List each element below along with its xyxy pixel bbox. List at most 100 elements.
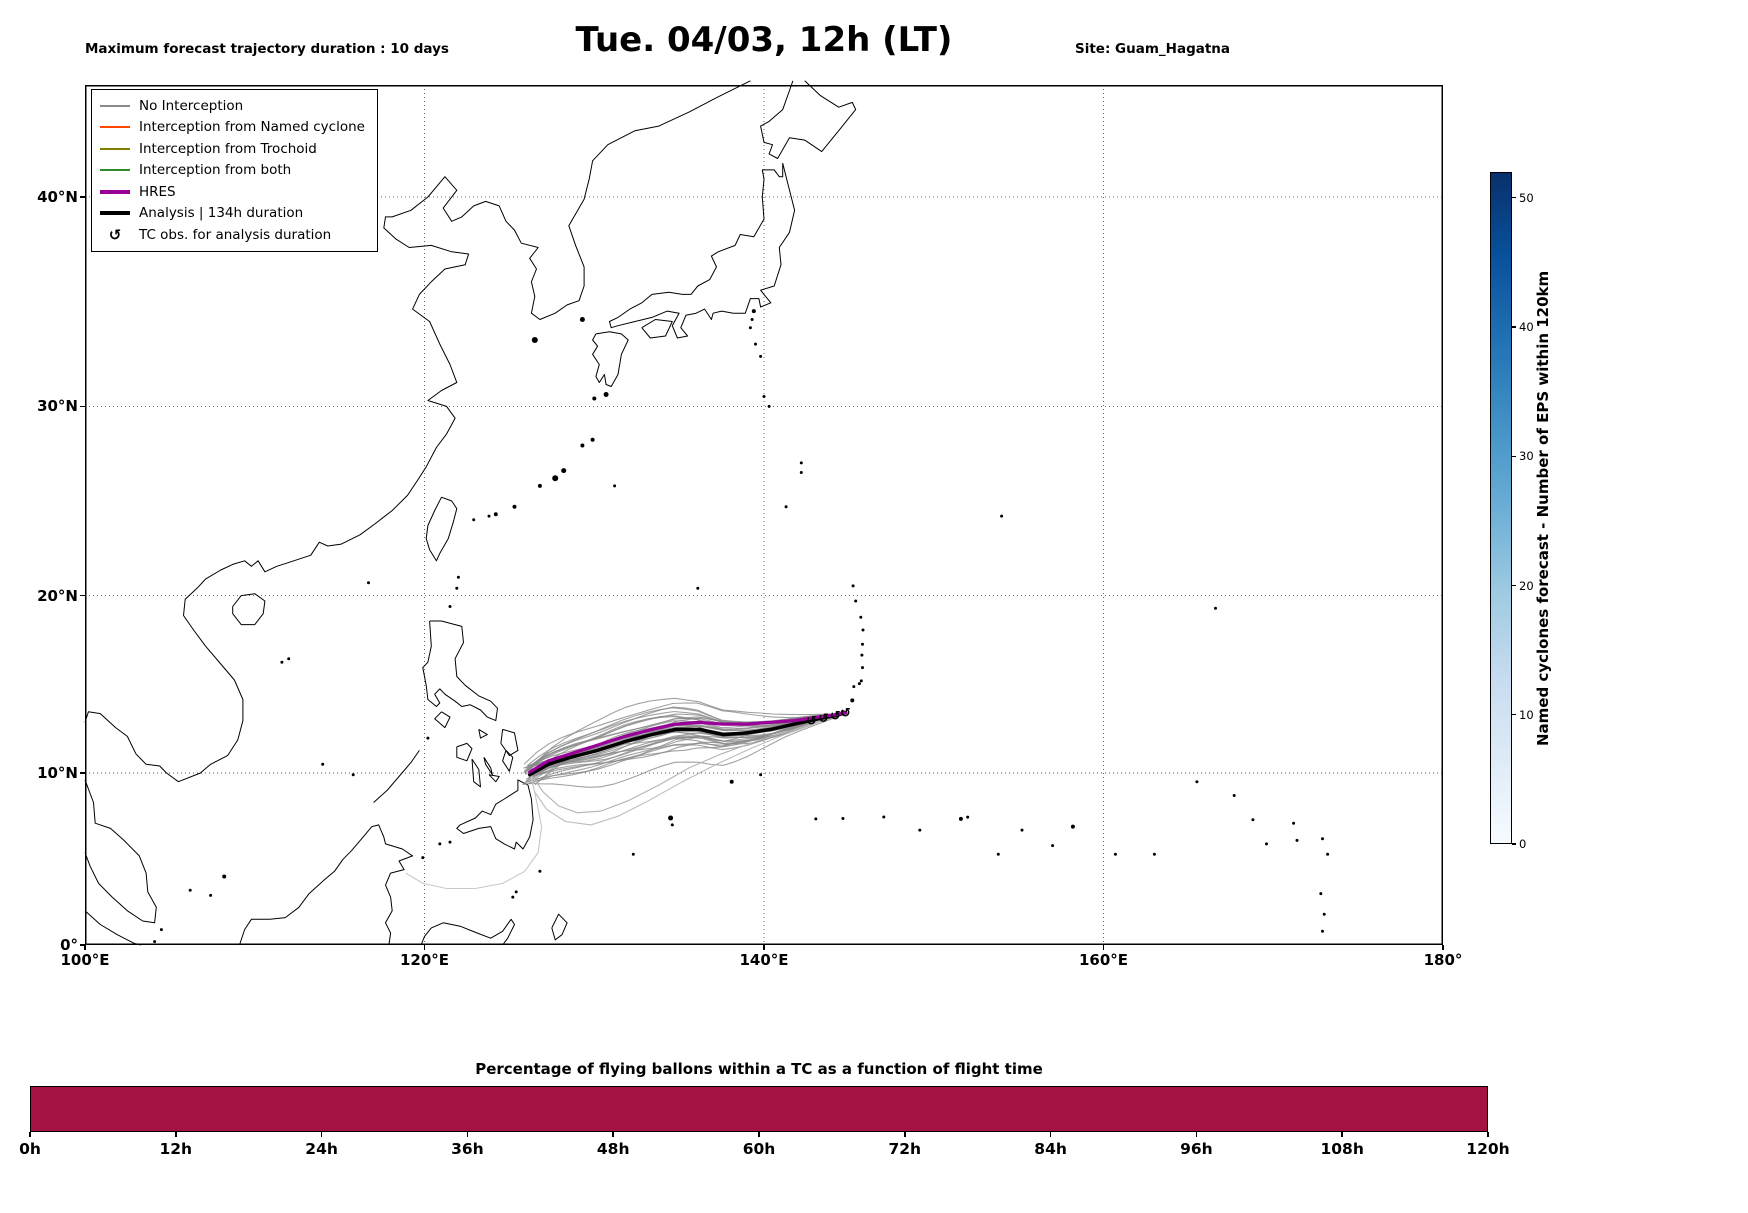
colorbar-tick-mark [1512, 326, 1516, 328]
coastline [641, 319, 673, 339]
legend-label: HRES [139, 183, 176, 200]
island-dot [859, 679, 863, 683]
island-dot [860, 653, 864, 657]
island-dot [472, 518, 476, 522]
island-dot [1214, 606, 1217, 610]
island-dot [857, 682, 861, 686]
island-dot [287, 657, 291, 661]
coastline [84, 779, 157, 924]
island-dot [1020, 828, 1024, 832]
y-tick-label: 20°N [37, 586, 78, 605]
coastline [551, 913, 568, 941]
legend-item: No Interception [100, 95, 365, 117]
bottom-tick-mark [175, 1132, 177, 1137]
island-dot [814, 817, 818, 821]
island-dot [421, 856, 425, 860]
y-tick-label: 40°N [37, 187, 78, 206]
island-dot [1292, 821, 1296, 825]
colorbar-tick-mark [1512, 843, 1516, 845]
island-dot [209, 893, 213, 897]
ensemble-trajectory [528, 712, 846, 788]
island-dot [493, 512, 498, 517]
legend-line-swatch [100, 169, 130, 172]
bottom-tick-label: 96h [1180, 1140, 1213, 1158]
ensemble-trajectories [521, 697, 846, 788]
legend-item: Interception from Trochoid [100, 138, 365, 160]
bottom-tick-label: 72h [888, 1140, 922, 1158]
x-tick-mark [763, 945, 765, 950]
bottom-chart-bar [30, 1086, 1488, 1132]
coastline [84, 910, 142, 946]
legend-item: HRES [100, 181, 365, 203]
coastline [84, 80, 751, 783]
island-dot [590, 437, 595, 442]
island-dot [882, 815, 886, 819]
island-dot [1265, 842, 1268, 846]
island-dot [958, 816, 963, 821]
tc-obs-marker: ↺ [830, 709, 841, 724]
island-dot [631, 852, 635, 856]
bottom-chart-title: Percentage of flying ballons within a TC… [475, 1060, 1043, 1078]
legend-line-swatch [100, 104, 130, 107]
colorbar-tick-mark [1512, 455, 1516, 457]
legend-tc-obs-icon: ↺ [108, 225, 122, 244]
island-dots [153, 309, 1330, 944]
island-dot [531, 337, 538, 343]
island-dot [1319, 892, 1323, 896]
coastline [502, 750, 514, 772]
island-dot [1000, 514, 1004, 518]
island-dot [438, 842, 442, 846]
island-dot [603, 392, 609, 397]
island-dot [799, 461, 803, 465]
tc-obs-marker: ↺ [840, 706, 851, 721]
trajectory-map: ↺ ↺ ↺ ↺ No Interception Interception from Na… [84, 80, 1443, 946]
island-dot [1322, 912, 1326, 916]
bottom-tick-label: 12h [159, 1140, 193, 1158]
bottom-tick-label: 108h [1320, 1140, 1364, 1158]
island-dot [1051, 844, 1055, 848]
x-tick-mark [1442, 945, 1444, 950]
bottom-tick-label: 48h [596, 1140, 630, 1158]
island-dot [153, 940, 157, 944]
legend-line-swatch [100, 189, 130, 194]
island-dot [750, 318, 754, 321]
island-dot [1195, 780, 1199, 784]
island-dot [668, 815, 674, 821]
ensemble-trajectory [527, 697, 846, 773]
bottom-tick-label: 36h [451, 1140, 484, 1158]
island-dot [861, 628, 865, 632]
x-tick-label: 140°E [739, 951, 789, 969]
island-dot [996, 852, 1000, 856]
island-dot [159, 928, 163, 932]
colorbar-tick-label: 40 [1519, 320, 1534, 335]
island-dot [861, 642, 864, 646]
island-dot [851, 584, 855, 588]
colorbar-tick-label: 20 [1519, 578, 1534, 593]
island-dot [767, 404, 771, 408]
coastline [456, 742, 473, 762]
bottom-tick-label: 24h [305, 1140, 338, 1158]
colorbar-label: Named cyclones forecast - Number of EPS … [1534, 270, 1552, 746]
island-dot [1321, 929, 1324, 933]
outlier-trajectory [529, 712, 846, 826]
legend-item: ↺ TC obs. for analysis duration [100, 224, 365, 246]
island-dot [748, 326, 752, 330]
legend-label: Analysis | 134h duration [139, 205, 304, 222]
y-tick-mark [80, 196, 85, 198]
legend-line-swatch [100, 147, 130, 150]
bottom-tick-mark [1341, 1132, 1343, 1137]
y-tick-label: 0° [60, 936, 78, 954]
island-dot [579, 317, 585, 322]
island-dot [455, 586, 459, 590]
island-dot [426, 736, 430, 740]
x-tick-mark [1102, 945, 1105, 950]
outlier-trajectories [405, 712, 846, 890]
x-tick-label: 180° [1423, 951, 1463, 969]
colorbar-tick-label: 30 [1519, 449, 1534, 464]
legend-label: Interception from Named cyclone [139, 119, 365, 136]
bottom-tick-mark [1049, 1132, 1052, 1137]
coastline [500, 728, 519, 757]
coastline [760, 80, 857, 159]
ensemble-trajectory [523, 712, 846, 786]
